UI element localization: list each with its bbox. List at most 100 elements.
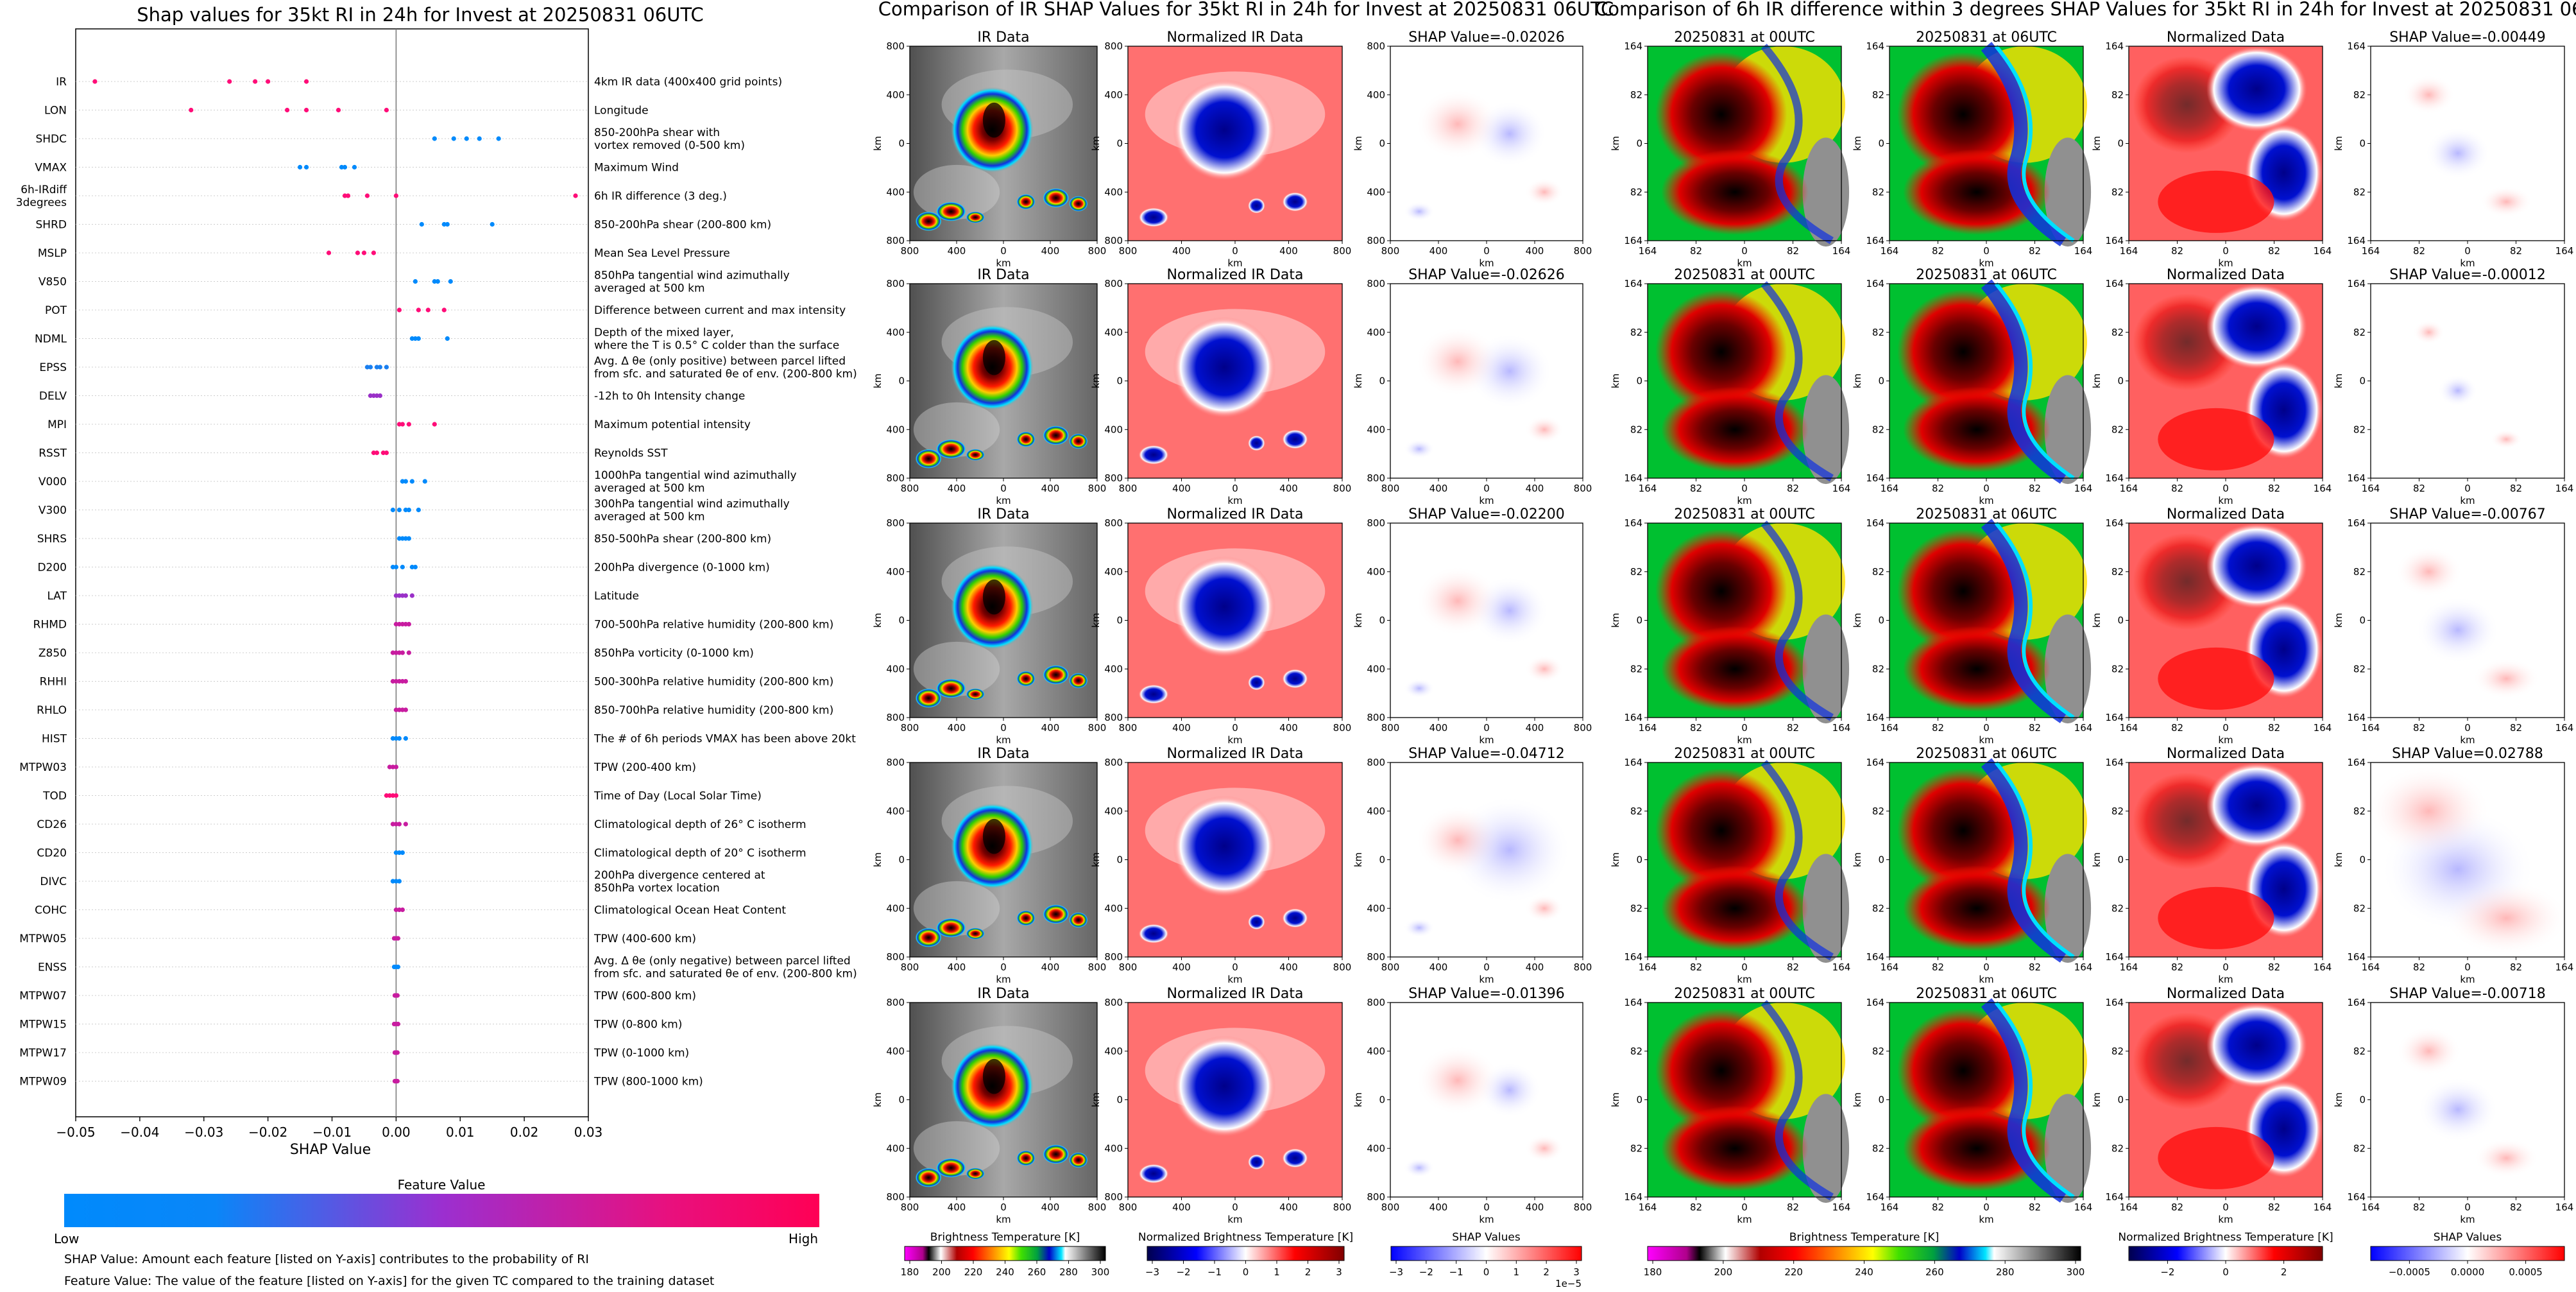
panel-x-tick-label: 164 xyxy=(2120,961,2138,973)
panel-title: Normalized IR Data xyxy=(1166,986,1303,1002)
panel-y-tick-label: 0 xyxy=(1636,615,1642,626)
normdiff-warm xyxy=(2158,170,2274,233)
shapdiff-positive xyxy=(2473,659,2540,699)
panel-y-tick-label: 400 xyxy=(1367,902,1385,914)
shap-point-HIST-2 xyxy=(397,736,402,741)
bt-clear xyxy=(1802,375,1850,485)
panel-y-tick-label: 82 xyxy=(2111,186,2124,198)
panel-x-tick-label: 400 xyxy=(1172,961,1191,973)
ir-convection xyxy=(935,918,966,938)
panel-title: 20250831 at 06UTC xyxy=(1916,746,2057,762)
shap-point-RHLO-2 xyxy=(400,707,405,712)
panel-y-tick-label: 164 xyxy=(1866,472,1884,484)
panel-x-tick-label: 400 xyxy=(1429,1202,1448,1213)
panel-x-tick-label: 164 xyxy=(1881,961,1899,973)
shap-point-MTPW17-2 xyxy=(395,1050,400,1055)
panel-y-tick-label: 800 xyxy=(1367,472,1385,484)
panel-y-tick-label: 400 xyxy=(886,186,905,198)
ir-convection xyxy=(1043,904,1070,924)
panel-x-tick-label: 800 xyxy=(1574,245,1592,257)
bt-06utc-panel-0: 20250831 at 06UTC1641648282008282164164k… xyxy=(1852,30,2092,269)
panel-x-label: km xyxy=(1479,257,1494,269)
norm-convection xyxy=(1138,445,1169,465)
feature-label-LAT: LAT xyxy=(47,590,67,603)
panel-y-tick-label: 800 xyxy=(886,40,905,52)
norm-convection xyxy=(1282,1148,1308,1168)
panel-y-tick-label: 400 xyxy=(1367,663,1385,675)
shap-point-RSST-0 xyxy=(371,450,377,456)
panel-x-tick-label: 0 xyxy=(1232,722,1238,734)
bt-cold xyxy=(1897,289,2029,415)
norm-convection xyxy=(1282,192,1308,212)
ir-convection xyxy=(1069,196,1088,212)
panel-x-tick-label: 164 xyxy=(2120,722,2138,734)
shap-point-VMAX-1 xyxy=(303,164,309,170)
panel-x-tick-label: 82 xyxy=(1787,961,1799,973)
shap-point-V300-2 xyxy=(403,507,408,513)
ir-cloud xyxy=(913,881,1000,936)
panel-x-tick-label: 164 xyxy=(1639,245,1657,257)
colorbar-high-label: High xyxy=(789,1231,818,1246)
panel-x-tick-label: 0 xyxy=(2464,961,2471,973)
panel-y-tick-label: 400 xyxy=(1367,89,1385,101)
bt-cold xyxy=(1897,529,2029,654)
panel-x-tick-label: 0 xyxy=(1000,722,1007,734)
normalized-diff-panel-4: Normalized Data1641648282008282164164kmk… xyxy=(2091,986,2332,1225)
panel-x-tick-label: 800 xyxy=(1119,483,1138,494)
shap-point-RSST-1 xyxy=(374,450,380,456)
ir-colorbar-tick-label: 200 xyxy=(932,1266,951,1278)
panel-x-tick-label: 164 xyxy=(2362,1202,2380,1213)
panel-y-tick-label: 82 xyxy=(2353,1046,2366,1057)
panel-x-tick-label: 800 xyxy=(1381,483,1400,494)
normdiff-cold xyxy=(2206,46,2307,132)
panel-title: SHAP Value=-0.00012 xyxy=(2389,267,2546,283)
shap-positive xyxy=(1415,565,1500,636)
panel-x-tick-label: 400 xyxy=(1279,722,1298,734)
panel-x-tick-label: 400 xyxy=(1172,722,1191,734)
shapdiff-positive xyxy=(2396,1026,2461,1076)
shap-point-POT-2 xyxy=(425,307,431,313)
panel-y-tick-label: 164 xyxy=(2347,40,2366,52)
panel-y-tick-label: 82 xyxy=(1630,663,1642,675)
panel-y-tick-label: 0 xyxy=(1636,1094,1642,1106)
bt-00utc-panel-3: 20250831 at 00UTC1641648282008282164164k… xyxy=(1610,746,1850,985)
panel-y-tick-label: 800 xyxy=(886,951,905,963)
ir-convection xyxy=(915,449,942,469)
bt-clear xyxy=(2044,1094,2092,1203)
feature-desc-MTPW09: TPW (800-1000 km) xyxy=(593,1076,703,1089)
panel-y-tick-label: 0 xyxy=(2117,615,2124,626)
panel-x-tick-label: 800 xyxy=(1088,1202,1107,1213)
diff-shap-panel-2: SHAP Value=-0.00767164164828200828216416… xyxy=(2333,506,2573,746)
panel-y-tick-label: 0 xyxy=(1379,375,1385,387)
ir-colorbar-tick-label: −1 xyxy=(1207,1266,1222,1278)
shap-point-EPSS-1 xyxy=(368,365,373,370)
bt-cold xyxy=(1897,768,2029,893)
shap-point-MTPW03-2 xyxy=(393,764,398,770)
panel-y-tick-label: 82 xyxy=(2111,1142,2124,1154)
shapdiff-positive xyxy=(2403,75,2455,115)
feature-label-SHRD: SHRD xyxy=(36,219,67,232)
feature-label-V300: V300 xyxy=(38,504,67,517)
shap-point-MPI-1 xyxy=(400,422,405,427)
bt-band xyxy=(1981,279,2068,484)
shap-point-MTPW07-2 xyxy=(395,993,400,998)
panel-y-tick-label: 400 xyxy=(1104,902,1123,914)
norm-convection xyxy=(1282,908,1308,928)
bt-00utc-panel-1: 20250831 at 00UTC1641648282008282164164k… xyxy=(1610,267,1850,506)
feature-label-D200: D200 xyxy=(37,562,67,574)
panel-x-tick-label: 0 xyxy=(1000,483,1007,494)
shap-point-LAT-1 xyxy=(397,593,402,598)
bt-clear xyxy=(1802,1094,1850,1203)
shap-point-RSST-2 xyxy=(380,450,386,456)
panel-y-tick-label: 164 xyxy=(2347,517,2366,529)
panel-x-label: km xyxy=(2460,257,2475,269)
bt-06utc-panel-4: 20250831 at 06UTC1641648282008282164164k… xyxy=(1852,986,2092,1225)
bt-cold xyxy=(1655,1008,1787,1133)
shap-point-HIST-3 xyxy=(403,736,408,741)
panel-x-label: km xyxy=(1227,495,1242,506)
panel-x-tick-label: 82 xyxy=(2413,961,2425,973)
panel-y-tick-label: 800 xyxy=(1104,517,1123,529)
feature-label-MTPW09: MTPW09 xyxy=(19,1076,67,1089)
panel-title: SHAP Value=-0.01396 xyxy=(1408,986,1565,1002)
